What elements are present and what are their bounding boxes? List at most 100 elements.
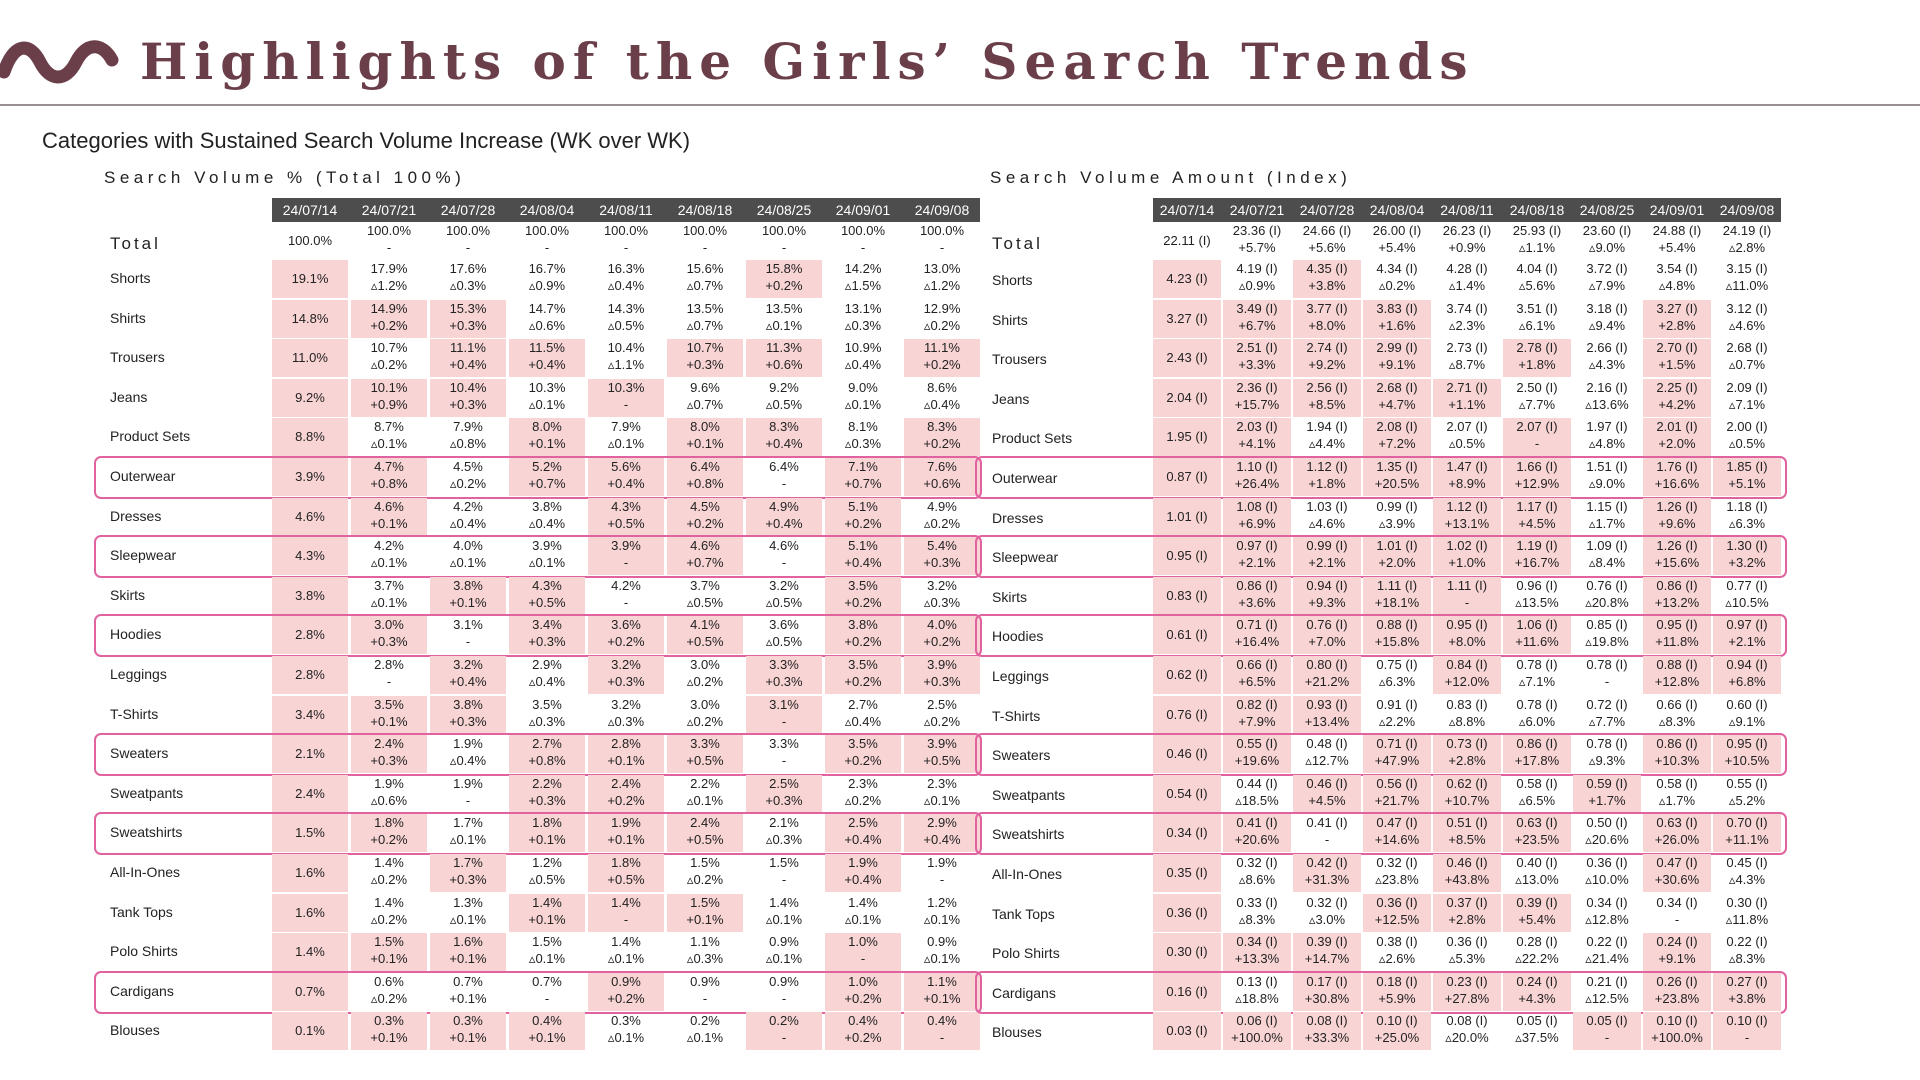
total-cell: 24.66 (I) +5.6% xyxy=(1293,222,1361,260)
cell-value: 4.3% xyxy=(611,498,641,514)
cell-change: +0.2% xyxy=(923,357,961,373)
total-cell: 100.0% - xyxy=(825,222,901,260)
data-cell: 4.3% +0.5% xyxy=(588,497,664,536)
cell-change: +0.2% xyxy=(370,832,408,848)
cell-change: ▵0.3% xyxy=(686,951,724,967)
data-cell: 0.76 (I) ▵20.8% xyxy=(1573,577,1641,615)
cell-change: +0.4% xyxy=(607,476,645,491)
cell-change: ▵0.2% xyxy=(370,357,408,373)
cell-value: 0.66 (I) xyxy=(1656,696,1698,712)
data-cell: 5.1% +0.4% xyxy=(825,537,901,576)
category-label: Sweatshirts xyxy=(110,824,183,841)
cell-value: 1.15 (I) xyxy=(1586,498,1628,514)
data-cell: 2.03 (I) +4.1% xyxy=(1223,418,1291,457)
cell-value: 3.7% xyxy=(690,577,720,593)
cell-value: 0.05 (I) xyxy=(1516,1013,1558,1029)
data-cell: 3.49 (I) +6.7% xyxy=(1223,299,1291,338)
date-header-cell: 24/08/04 xyxy=(519,202,575,218)
data-cell: 0.18 (I) +5.9% xyxy=(1363,972,1431,1011)
cell-value: 0.94 (I) xyxy=(1726,657,1768,672)
cell-change: +11.1% xyxy=(1725,832,1769,848)
cell-change: ▵0.2% xyxy=(370,990,408,1006)
cell-value: 1.5% xyxy=(690,894,720,910)
cell-change: ▵7.1% xyxy=(1518,674,1556,689)
cell-value: 0.41 (I) xyxy=(1236,815,1278,831)
cell-value: 5.1% xyxy=(848,498,878,514)
cell-change: ▵9.0% xyxy=(1588,476,1626,491)
cell-value: 3.9% xyxy=(927,736,957,752)
data-cell: 1.08 (I) +6.9% xyxy=(1223,497,1291,536)
cell-change: +5.6% xyxy=(1308,240,1346,255)
data-cell: 0.7% - xyxy=(509,973,585,1011)
cell-value: 0.47 (I) xyxy=(1376,815,1418,831)
cell-change: ▵0.1% xyxy=(765,317,803,333)
cell-value: 0.4% xyxy=(848,1013,878,1029)
category-label: Hoodies xyxy=(992,628,1044,645)
cell-change: - xyxy=(939,872,945,887)
cell-change: +12.8% xyxy=(1654,674,1700,689)
data-cell: 11.0% xyxy=(272,339,348,378)
data-cell: 4.04 (I) ▵5.6% xyxy=(1503,260,1571,298)
data-cell: 10.3% ▵0.1% xyxy=(509,379,585,417)
cell-value: 3.2% xyxy=(927,577,957,593)
cell-value: 1.9% xyxy=(453,775,483,791)
cell-value: 0.33 (I) xyxy=(1236,894,1278,910)
cell-change: ▵3.0% xyxy=(1308,911,1346,927)
cell-value: 2.09 (I) xyxy=(1726,379,1768,395)
data-cell: 1.02 (I) +1.0% xyxy=(1433,537,1501,576)
cell-change: +0.2% xyxy=(370,317,408,333)
data-cell: 0.85 (I) ▵19.8% xyxy=(1573,616,1641,654)
cell-change: +0.2% xyxy=(607,990,645,1006)
data-cell: 19.1% xyxy=(272,260,348,298)
data-cell: 3.51 (I) ▵6.1% xyxy=(1503,300,1571,338)
category-label: Shirts xyxy=(992,311,1028,328)
data-cell: 4.6% xyxy=(272,497,348,536)
cell-value: 15.6% xyxy=(686,261,724,276)
cell-change: ▵4.6% xyxy=(1308,515,1346,531)
cell-change: - xyxy=(386,674,392,689)
cell-value: 4.6% xyxy=(769,538,799,554)
cell-value: 0.10 (I) xyxy=(1376,1013,1418,1029)
category-label: Cardigans xyxy=(992,984,1056,1001)
category-label: Outerwear xyxy=(992,470,1058,486)
data-cell: 4.7% +0.8% xyxy=(351,458,427,496)
cell-value: 0.08 (I) xyxy=(1446,1013,1488,1029)
cell-value: 1.1% xyxy=(690,934,720,950)
cell-value: 4.6% xyxy=(690,538,720,554)
category-label: Polo Shirts xyxy=(992,945,1060,962)
cell-value: 23.60 (I) xyxy=(1582,223,1632,238)
cell-change: +2.8% xyxy=(1658,317,1696,333)
cell-value: 23.36 (I) xyxy=(1232,223,1282,238)
data-cell: 2.5% +0.4% xyxy=(825,814,901,853)
cell-change: +0.2% xyxy=(844,990,882,1006)
data-cell: 4.2% ▵0.1% xyxy=(351,537,427,575)
cell-value: 1.5% xyxy=(374,934,404,950)
cell-change: ▵0.2% xyxy=(686,872,724,887)
total-label: Total xyxy=(992,234,1043,253)
data-cell: 2.2% +0.3% xyxy=(509,774,585,813)
cell-change: ▵0.1% xyxy=(528,555,566,571)
cell-value: 0.24 (I) xyxy=(1516,973,1558,989)
cell-value: 2.74 (I) xyxy=(1306,340,1348,356)
cell-value: 15.3% xyxy=(449,300,487,316)
data-cell: 0.71 (I) +16.4% xyxy=(1223,616,1291,655)
cell-value: 0.70 (I) xyxy=(1726,815,1768,831)
date-header-cell: 24/07/21 xyxy=(1229,202,1285,218)
data-cell: 0.36 (I) ▵10.0% xyxy=(1573,854,1641,892)
date-header-cell: 24/08/11 xyxy=(1440,202,1494,218)
data-cell: 8.0% +0.1% xyxy=(667,418,743,457)
cell-value: 2.4% xyxy=(374,736,404,752)
cell-value: 10.1% xyxy=(370,379,408,395)
data-cell: 2.68 (I) +4.7% xyxy=(1363,378,1431,417)
cell-value: 0.78 (I) xyxy=(1586,657,1628,672)
cell-change: ▵20.6% xyxy=(1585,832,1629,848)
cell-change: +0.4% xyxy=(844,555,882,571)
data-cell: 0.39 (I) +5.4% xyxy=(1503,893,1571,932)
category-label: Trousers xyxy=(110,349,165,366)
cell-value: 2.2% xyxy=(690,775,720,791)
category-label: All-In-Ones xyxy=(992,866,1063,882)
data-cell: 3.0% ▵0.2% xyxy=(667,656,743,694)
data-cell: 2.66 (I) ▵4.3% xyxy=(1573,339,1641,377)
data-cell: 3.1% - xyxy=(430,616,506,654)
cell-value: 1.12 (I) xyxy=(1446,498,1488,514)
